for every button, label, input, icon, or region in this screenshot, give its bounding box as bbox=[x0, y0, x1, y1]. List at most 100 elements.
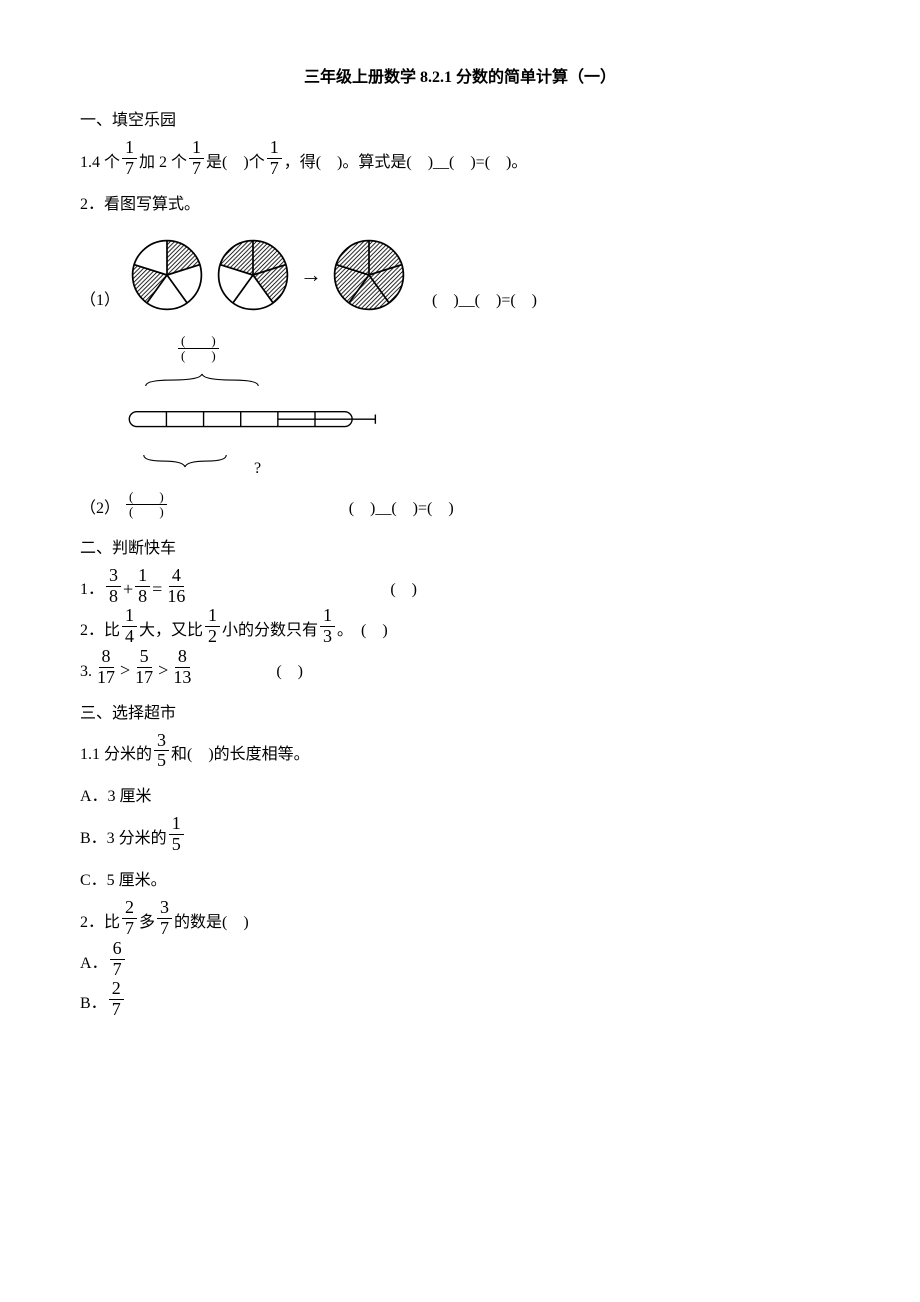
q3-1: 1.1 分米的 3 5 和( )的长度相等。 bbox=[80, 735, 840, 776]
q3-2-A: A． 6 7 bbox=[80, 943, 840, 984]
brace-top-icon bbox=[142, 369, 262, 391]
frac-num: ( ) bbox=[126, 490, 167, 505]
frac-2-7-b: 2 7 bbox=[109, 979, 124, 1020]
q3-1-C: C．5 厘米。 bbox=[80, 863, 840, 898]
frac-num: 3 bbox=[106, 566, 121, 587]
frac-den: 13 bbox=[170, 668, 194, 688]
q1-1-pre: 1.4 个 bbox=[80, 145, 120, 180]
frac-num: 8 bbox=[175, 647, 190, 668]
q1-1-mid1: 加 2 个 bbox=[139, 145, 187, 180]
arrow-icon: → bbox=[300, 251, 322, 299]
frac-blank-bottom: ( ) ( ) bbox=[126, 490, 167, 520]
q2-2-mid1: 大，又比 bbox=[139, 613, 203, 648]
q1-1-mid2: 是( )个 bbox=[206, 145, 265, 180]
q3-2-B-label: B． bbox=[80, 986, 107, 1021]
frac-num: 3 bbox=[157, 898, 172, 919]
q3-1-B-pre: B．3 分米的 bbox=[80, 821, 167, 856]
q3-2-B: B． 2 7 bbox=[80, 983, 840, 1024]
frac-2-7: 2 7 bbox=[122, 898, 137, 939]
q1-2-2-row: （2） ( ) ( ) ( )__( )=( ) bbox=[80, 491, 840, 527]
q1-2: 2．看图写算式。 bbox=[80, 187, 840, 222]
frac-num: 2 bbox=[122, 898, 137, 919]
frac-4-16: 4 16 bbox=[164, 566, 188, 607]
frac-blank-top: ( ) ( ) bbox=[178, 334, 219, 364]
q3-1-A: A．3 厘米 bbox=[80, 779, 840, 814]
frac-5-17: 5 17 bbox=[132, 647, 156, 688]
frac-8-13: 8 13 bbox=[170, 647, 194, 688]
equals-sign: = bbox=[152, 570, 162, 610]
frac-den: 2 bbox=[205, 627, 220, 647]
frac-3-8: 3 8 bbox=[106, 566, 121, 607]
frac-den: 7 bbox=[267, 159, 282, 179]
frac-den: ( ) bbox=[178, 349, 219, 363]
plus-sign: + bbox=[123, 570, 133, 610]
q3-2: 2．比 2 7 多 3 7 的数是( ) bbox=[80, 902, 840, 943]
gt-sign: > bbox=[120, 651, 130, 691]
frac-1-7-a: 1 7 bbox=[122, 138, 137, 179]
frac-num: ( ) bbox=[178, 334, 219, 349]
frac-1-3: 1 3 bbox=[320, 606, 335, 647]
q1-2-1-row: （1） bbox=[80, 232, 840, 318]
frac-den: 7 bbox=[122, 919, 137, 939]
q3-2-mid: 多 bbox=[139, 905, 155, 940]
page-title: 三年级上册数学 8.2.1 分数的简单计算（一） bbox=[80, 60, 840, 95]
frac-den: 7 bbox=[109, 1000, 124, 1020]
q2-2: 2．比 1 4 大，又比 1 2 小的分数只有 1 3 。 ( ) bbox=[80, 610, 840, 651]
q2-2-mid2: 小的分数只有 bbox=[222, 613, 318, 648]
frac-num: 5 bbox=[137, 647, 152, 668]
q1-2-2-label: （2） bbox=[80, 491, 120, 526]
frac-1-7-c: 1 7 bbox=[267, 138, 282, 179]
frac-3-5: 3 5 bbox=[154, 731, 169, 772]
q3-2-tail: 的数是( ) bbox=[174, 905, 249, 940]
pentagon-icon-3 bbox=[326, 232, 412, 318]
q1-2-1-blank: ( )__( )=( ) bbox=[432, 283, 537, 318]
q2-1: 1． 3 8 + 1 8 = 4 16 ( ) bbox=[80, 570, 840, 611]
frac-den: 8 bbox=[106, 587, 121, 607]
q3-1-B: B．3 分米的 1 5 bbox=[80, 818, 840, 859]
q3-2-A-label: A． bbox=[80, 946, 108, 981]
pentagon-icon-1 bbox=[124, 232, 210, 318]
q3-1-tail: 和( )的长度相等。 bbox=[171, 737, 310, 772]
q1-2-2-blank: ( )__( )=( ) bbox=[349, 491, 454, 526]
frac-1-4: 1 4 bbox=[122, 606, 137, 647]
section-3-header: 三、选择超市 bbox=[80, 696, 840, 731]
frac-den: 17 bbox=[132, 668, 156, 688]
judge-paren: ( ) bbox=[390, 572, 417, 607]
frac-num: 6 bbox=[110, 939, 125, 960]
frac-6-7: 6 7 bbox=[110, 939, 125, 980]
frac-den: 16 bbox=[164, 587, 188, 607]
frac-num: 1 bbox=[320, 606, 335, 627]
q1-2-2-wrap: ( ) ( ) ? bbox=[120, 334, 840, 486]
frac-num: 4 bbox=[169, 566, 184, 587]
frac-num: 3 bbox=[154, 731, 169, 752]
q1-2-1-label: （1） bbox=[80, 283, 120, 318]
judge-paren: ( ) bbox=[276, 654, 303, 689]
frac-num: 1 bbox=[205, 606, 220, 627]
frac-den: 7 bbox=[189, 159, 204, 179]
frac-1-7-b: 1 7 bbox=[189, 138, 204, 179]
frac-den: 7 bbox=[157, 919, 172, 939]
pentagon-group: → bbox=[124, 232, 412, 318]
frac-den: 7 bbox=[122, 159, 137, 179]
brace-bottom-icon bbox=[140, 451, 230, 471]
frac-num: 8 bbox=[99, 647, 114, 668]
frac-num: 1 bbox=[135, 566, 150, 587]
frac-den: 7 bbox=[110, 960, 125, 980]
frac-num: 1 bbox=[189, 138, 204, 159]
frac-den: ( ) bbox=[126, 505, 167, 519]
frac-num: 1 bbox=[267, 138, 282, 159]
number-line-icon bbox=[120, 391, 380, 451]
frac-den: 3 bbox=[320, 627, 335, 647]
q2-2-tail: 。 ( ) bbox=[337, 613, 388, 648]
frac-num: 2 bbox=[109, 979, 124, 1000]
frac-den: 4 bbox=[122, 627, 137, 647]
question-mark: ? bbox=[254, 451, 261, 486]
pentagon-icon-2 bbox=[210, 232, 296, 318]
q1-1: 1.4 个 1 7 加 2 个 1 7 是( )个 1 7 ，得( )。算式是(… bbox=[80, 142, 840, 183]
frac-num: 1 bbox=[122, 606, 137, 627]
q3-1-pre: 1.1 分米的 bbox=[80, 737, 152, 772]
frac-den: 5 bbox=[154, 751, 169, 771]
frac-1-8: 1 8 bbox=[135, 566, 150, 607]
q2-2-label: 2．比 bbox=[80, 613, 120, 648]
frac-8-17-a: 8 17 bbox=[94, 647, 118, 688]
